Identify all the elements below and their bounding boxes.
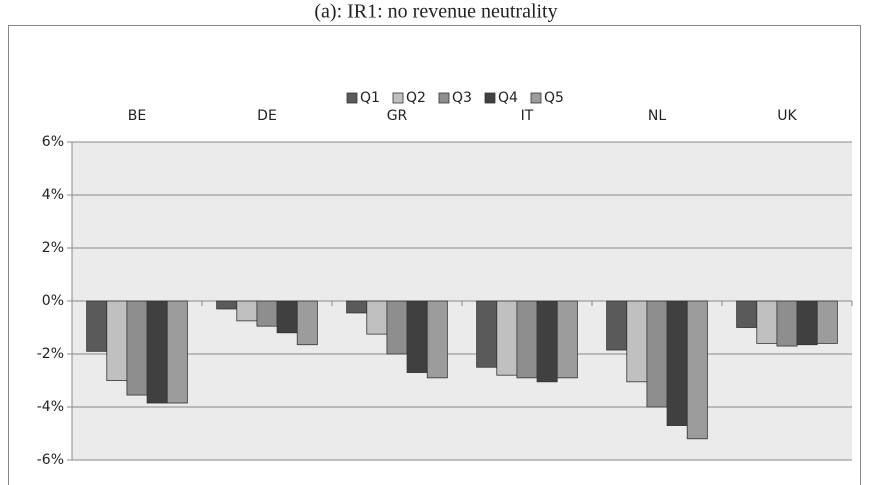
x-tick-label: DE [257,108,277,124]
legend-label: Q2 [406,90,426,106]
legend-label: Q5 [544,90,564,106]
bar [126,300,148,396]
bar [476,300,498,368]
bar [86,300,108,352]
bar [236,300,258,322]
bar [406,300,428,373]
bar [146,300,168,404]
bar [736,300,758,328]
legend-label: Q1 [360,90,380,106]
y-tick-label: -6% [37,452,64,468]
bar [646,300,668,408]
x-tick-label: UK [777,108,797,124]
bar [626,300,648,383]
bar [366,300,388,335]
y-tick-label: 4% [42,187,64,203]
bar [386,300,408,355]
legend-swatch [530,92,542,104]
bar [426,300,448,379]
bar [216,300,238,310]
legend-swatch [484,92,496,104]
bar [816,300,838,344]
y-tick-label: 2% [42,240,64,256]
bar [686,300,708,440]
x-tick-label: IT [521,108,534,124]
bar [556,300,578,379]
bar [496,300,518,376]
legend-swatch [346,92,358,104]
bar [776,300,798,347]
chart-frame [8,25,861,485]
legend-label: Q4 [498,90,518,106]
bar [166,300,188,404]
y-tick-label: -2% [37,346,64,362]
y-tick-label: 6% [42,134,64,150]
bar [106,300,128,381]
bar [756,300,778,344]
bar [296,300,318,346]
bar [256,300,278,327]
bar [666,300,688,426]
y-tick-label: -4% [37,399,64,415]
legend-swatch [392,92,404,104]
bar [796,300,818,346]
legend-swatch [438,92,450,104]
x-tick-label: GR [387,108,408,124]
bar [516,300,538,379]
legend-label: Q3 [452,90,472,106]
bar [276,300,298,334]
x-tick-label: NL [648,108,666,124]
chart-title: (a): IR1: no revenue neutrality [314,1,557,23]
bar [346,300,368,314]
bar [606,300,628,351]
y-tick-label: 0% [42,293,64,309]
bar [536,300,558,383]
x-tick-label: BE [128,108,146,124]
